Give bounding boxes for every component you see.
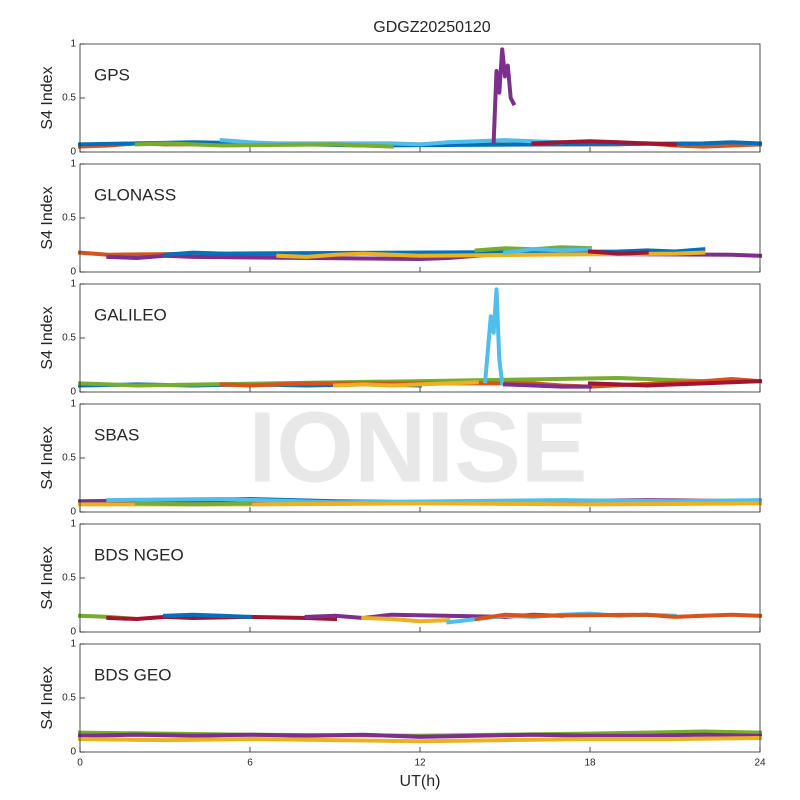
y-tick-label: 0 bbox=[70, 267, 76, 278]
series-line bbox=[219, 137, 564, 147]
watermark: IONISE bbox=[249, 391, 588, 503]
panel-label: GLONASS bbox=[94, 185, 176, 204]
y-tick-label: 0.5 bbox=[62, 453, 76, 464]
y-axis-label: S4 Index bbox=[39, 306, 56, 369]
axes-background bbox=[80, 284, 760, 392]
series-line bbox=[502, 247, 593, 255]
series-line bbox=[77, 376, 706, 388]
series-line bbox=[483, 287, 505, 386]
y-tick-label: 1 bbox=[70, 159, 76, 170]
y-tick-label: 1 bbox=[70, 39, 76, 50]
series-line bbox=[474, 612, 763, 622]
y-axis-label: S4 Index bbox=[39, 186, 56, 249]
series-line bbox=[332, 380, 479, 388]
y-tick-label: 0.5 bbox=[62, 93, 76, 104]
y-axis-label: S4 Index bbox=[39, 66, 56, 129]
y-tick-label: 0 bbox=[70, 387, 76, 398]
panel-label: BDS GEO bbox=[94, 665, 171, 684]
y-axis-label: S4 Index bbox=[39, 426, 56, 489]
series-line bbox=[531, 139, 678, 147]
x-tick-label: 12 bbox=[414, 758, 426, 769]
series-line bbox=[361, 615, 451, 624]
series-line bbox=[134, 141, 394, 149]
series-line bbox=[134, 501, 253, 507]
axes-background bbox=[80, 44, 760, 152]
y-axis-label: S4 Index bbox=[39, 666, 56, 729]
series-line bbox=[587, 379, 763, 388]
y-tick-label: 1 bbox=[70, 279, 76, 290]
x-tick-label: 24 bbox=[754, 758, 766, 769]
y-tick-label: 1 bbox=[70, 399, 76, 410]
series-line bbox=[502, 382, 592, 389]
series-line bbox=[162, 247, 706, 257]
series-line bbox=[106, 497, 763, 505]
y-tick-label: 0 bbox=[70, 747, 76, 758]
y-tick-label: 1 bbox=[70, 639, 76, 650]
y-axis-label: S4 Index bbox=[39, 546, 56, 609]
y-tick-label: 0 bbox=[70, 507, 76, 518]
x-tick-label: 0 bbox=[77, 758, 83, 769]
x-tick-label: 6 bbox=[247, 758, 253, 769]
axes-background bbox=[80, 404, 760, 512]
figure-title: GDGZ20250120 bbox=[373, 19, 491, 36]
series-line bbox=[491, 47, 517, 144]
panel-label: GPS bbox=[94, 65, 130, 84]
panel-label: SBAS bbox=[94, 425, 139, 444]
y-tick-label: 0 bbox=[70, 627, 76, 638]
series-line bbox=[77, 732, 763, 739]
y-tick-label: 0.5 bbox=[62, 333, 76, 344]
series-line bbox=[77, 735, 763, 744]
panel-label: BDS NGEO bbox=[94, 545, 184, 564]
y-tick-label: 0.5 bbox=[62, 693, 76, 704]
series-line bbox=[587, 249, 649, 256]
y-tick-label: 1 bbox=[70, 519, 76, 530]
series-line bbox=[162, 612, 253, 619]
x-axis-label: UT(h) bbox=[400, 773, 441, 790]
y-tick-label: 0 bbox=[70, 147, 76, 158]
y-tick-label: 0.5 bbox=[62, 573, 76, 584]
y-tick-label: 0.5 bbox=[62, 213, 76, 224]
x-tick-label: 18 bbox=[584, 758, 596, 769]
panel-label: GALILEO bbox=[94, 305, 167, 324]
